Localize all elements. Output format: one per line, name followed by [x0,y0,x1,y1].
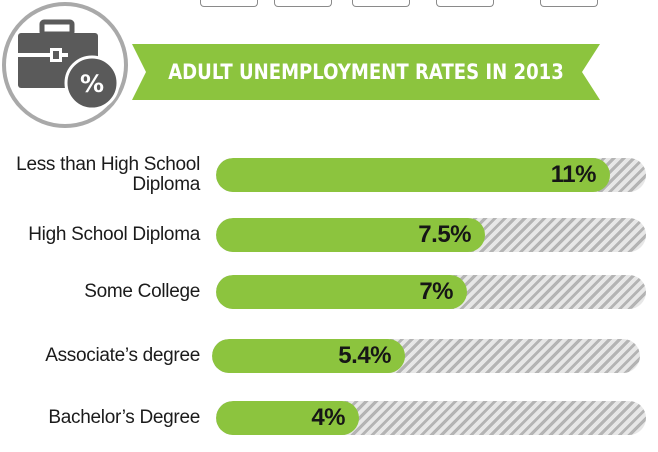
top-tab [436,0,494,7]
bar-row: High School Diploma 7.5% [0,215,658,255]
bar-row: Some College 7% [0,272,658,312]
category-label: Associate’s degree [45,345,200,366]
banner-ribbon-shape [132,44,600,100]
bar-track: 11% [216,158,646,192]
bar-fill [216,401,359,435]
top-tab [274,0,332,7]
top-tab [540,0,598,7]
category-label: Bachelor’s Degree [48,407,200,428]
bar-row: Bachelor’s Degree 4% [0,398,658,438]
bar-fill [216,158,610,192]
bar-fill [216,218,485,252]
value-label: 7% [419,278,453,305]
briefcase-percent-icon: % [18,19,120,111]
bar-row: Associate’s degree 5.4% [0,336,658,376]
title-banner: ADULT UNEMPLOYMENT RATES IN 2013 [132,44,600,100]
chart-title: ADULT UNEMPLOYMENT RATES IN 2013 [168,60,564,84]
value-label: 11% [550,161,597,188]
badge-percent-symbol: % [80,70,104,98]
category-label: Some College [84,281,200,302]
top-tabs-strip [0,0,658,8]
bar-track: 4% [216,401,646,435]
badge: % [2,2,128,128]
bar-track: 7.5% [216,218,646,252]
bar-track: 5.4% [212,339,640,373]
value-label: 4% [311,404,345,431]
value-label: 5.4% [338,342,391,369]
bar-row: Less than High School Diploma 11% [0,155,658,195]
category-label: Less than High School Diploma [16,154,200,195]
bar-track: 7% [216,275,646,309]
category-label: High School Diploma [28,224,200,245]
bar-fill [212,339,405,373]
top-tab [352,0,410,7]
value-label: 7.5% [418,221,471,248]
bar-fill [216,275,467,309]
top-tab [200,0,258,7]
